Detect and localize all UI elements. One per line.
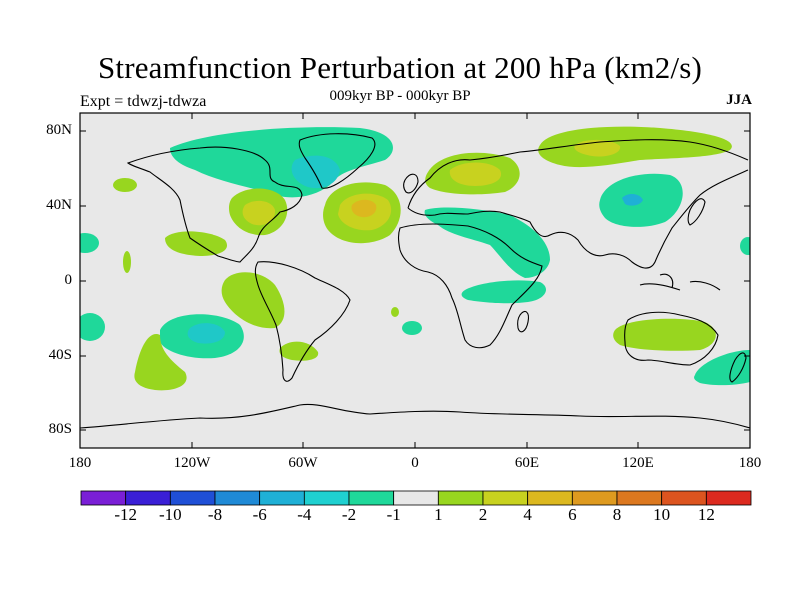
- coast-africa: [397, 223, 543, 349]
- colorbar-label: -10: [158, 505, 182, 524]
- lon-label-120w: 120W: [173, 455, 211, 471]
- anomaly-south-america: [221, 272, 285, 329]
- lon-label-0: 0: [411, 455, 419, 471]
- coast-madagascar: [517, 310, 529, 333]
- anomaly-east-edge-north: [740, 237, 750, 255]
- coast-south-america: [254, 261, 351, 382]
- lon-label-120e: 120E: [622, 455, 654, 471]
- axis-ticks: [80, 113, 750, 448]
- colorbar-swatch: [259, 490, 305, 506]
- coast-north-america: [126, 146, 303, 263]
- coast-japan: [687, 198, 706, 226]
- colorbar-label: 2: [478, 505, 488, 524]
- colorbar-label: 12: [697, 505, 715, 524]
- anomaly-north-atlantic-core: [351, 199, 377, 218]
- coast-greenland: [298, 133, 376, 189]
- anomaly-west-edge-north: [80, 233, 99, 253]
- anomaly-canada: [170, 127, 393, 198]
- anomaly-south-pacific: [134, 334, 187, 391]
- lat-label-40s: 40S: [48, 347, 72, 363]
- colorbar-swatch: [705, 490, 752, 506]
- season-label: JJA: [726, 92, 752, 108]
- colorbar-label: 8: [612, 505, 622, 524]
- colorbar-label: 1: [434, 505, 443, 524]
- anomaly-indian-ocean: [402, 321, 422, 335]
- lat-label-40n: 40N: [46, 197, 72, 213]
- colorbar-swatch: [393, 490, 439, 506]
- colorbar-swatch: [482, 490, 529, 506]
- coast-antarctica: [80, 403, 750, 429]
- lat-label-0: 0: [64, 272, 73, 288]
- colorbar-label: -8: [207, 505, 223, 524]
- map-background: [80, 113, 750, 448]
- map-subtitle: 009kyr BP - 000kyr BP: [329, 88, 471, 104]
- anomaly-west-edge-south: [80, 313, 105, 341]
- coast-australia: [624, 311, 719, 366]
- anomaly-tropical-pacific: [123, 251, 131, 273]
- coast-british-isles: [403, 173, 419, 194]
- colorbar-label: -4: [297, 505, 312, 524]
- lon-label-60w: 60W: [288, 455, 318, 471]
- colorbar-swatch: [616, 490, 663, 506]
- colorbar: [80, 490, 752, 506]
- anomaly-australia: [613, 318, 716, 351]
- colorbar-swatch: [214, 490, 261, 506]
- colorbar-label: 4: [523, 505, 532, 524]
- colorbar-label: -6: [252, 505, 267, 524]
- colorbar-swatch: [80, 490, 127, 506]
- anomaly-north-pacific: [113, 178, 137, 192]
- anomaly-hudson-core: [291, 155, 340, 189]
- colorbar-label: 6: [568, 505, 577, 524]
- colorbar-label: -2: [341, 505, 357, 524]
- anomaly-east-africa: [461, 280, 547, 304]
- colorbar-swatch: [571, 490, 618, 506]
- coast-new-zealand: [729, 352, 747, 383]
- colorbar-swatch: [527, 490, 573, 506]
- colorbar-swatch: [303, 490, 350, 506]
- lon-label-180w: 180: [68, 455, 92, 471]
- anomaly-patagonia: [279, 341, 319, 361]
- colorbar-label: 10: [653, 505, 671, 524]
- map-title: Streamfunction Perturbation at 200 hPa (…: [97, 50, 703, 85]
- colorbar-label: -1: [386, 505, 401, 524]
- colorbar-swatch: [125, 490, 171, 506]
- anomaly-scandinavia-core: [449, 162, 502, 186]
- anomaly-east-pacific-sh-core: [187, 323, 225, 344]
- anomaly-east-north-america-core: [242, 200, 276, 226]
- colorbar-swatch: [348, 490, 395, 506]
- coastlines: [80, 133, 750, 429]
- lat-label-80s: 80S: [48, 421, 72, 437]
- lon-label-60e: 60E: [514, 455, 540, 471]
- colorbar-label: -12: [114, 505, 137, 524]
- experiment-label: Expt = tdwzj-tdwza: [80, 93, 207, 110]
- anomaly-siberia: [538, 126, 732, 168]
- anomaly-central-america: [165, 231, 228, 256]
- anomaly-west-africa: [391, 307, 399, 317]
- colorbar-swatch: [661, 490, 707, 506]
- lon-label-180e: 180: [738, 455, 762, 471]
- lat-label-80n: 80N: [46, 122, 72, 138]
- coast-indonesia: [639, 273, 721, 291]
- colorbar-swatch: [437, 490, 484, 506]
- coast-eurasia: [407, 139, 749, 269]
- colorbar-swatch: [169, 490, 216, 506]
- anomaly-east-asia-core: [622, 194, 643, 206]
